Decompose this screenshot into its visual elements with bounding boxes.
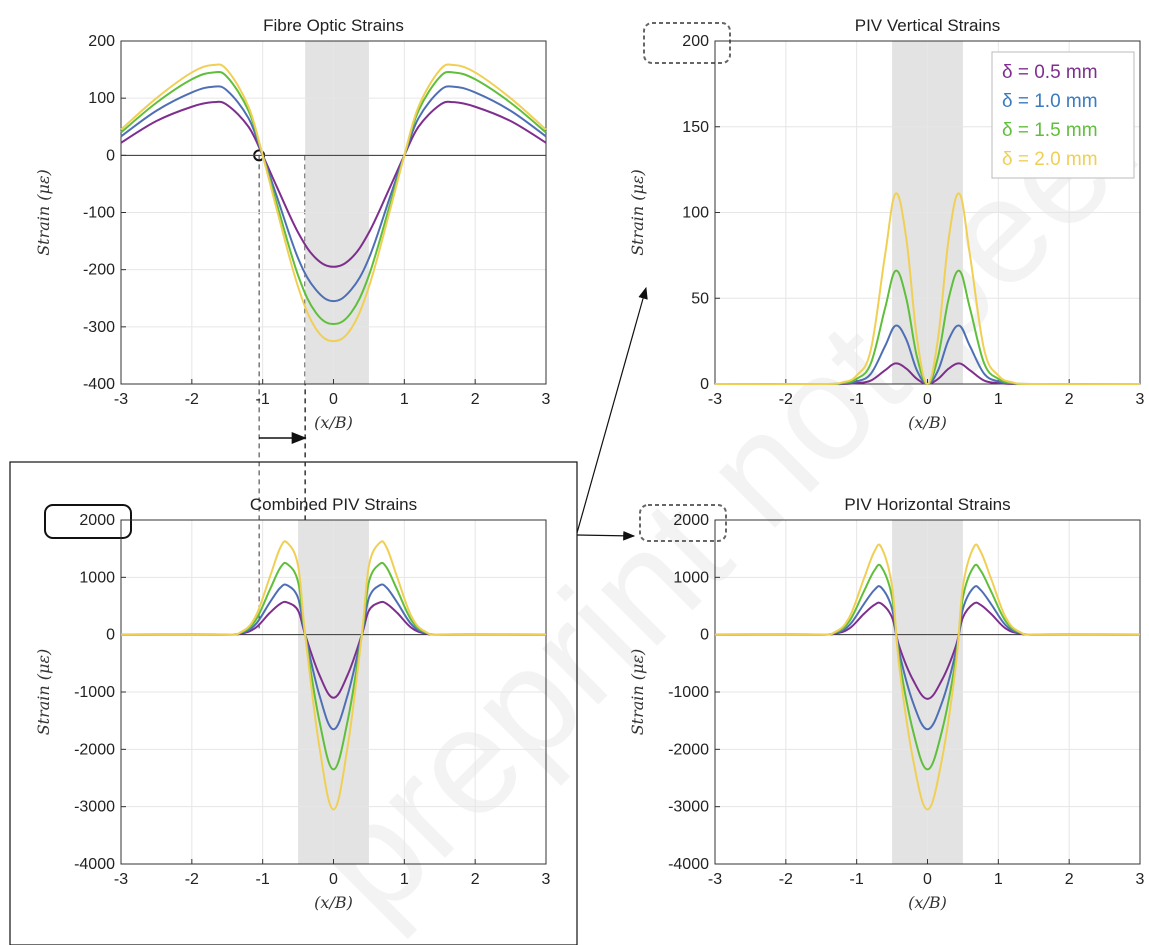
x-axis-label: (x/B): [908, 413, 947, 432]
y-tick-label: -4000: [668, 856, 709, 873]
y-tick-label: -100: [83, 205, 115, 222]
y-tick-label: -3000: [74, 799, 115, 816]
x-tick-label: -3: [114, 871, 128, 888]
x-tick-label: -1: [850, 871, 864, 888]
y-tick-label: -400: [83, 376, 115, 393]
y-tick-label: 0: [700, 627, 709, 644]
x-tick-label: 1: [400, 391, 409, 408]
legend-entry: δ = 1.0 mm: [1002, 91, 1098, 112]
y-tick-label: 150: [682, 119, 709, 136]
y-tick-label: 100: [682, 205, 709, 222]
x-tick-label: -3: [708, 391, 722, 408]
chart-title: Combined PIV Strains: [250, 495, 417, 514]
y-tick-label: 2000: [673, 512, 709, 529]
y-axis-label: Strain (με): [628, 169, 647, 256]
y-tick-label: -2000: [74, 741, 115, 758]
x-tick-label: 1: [994, 391, 1003, 408]
y-tick-label: 0: [700, 376, 709, 393]
x-tick-label: 0: [329, 871, 338, 888]
x-tick-label: 3: [542, 871, 551, 888]
x-tick-label: 0: [329, 391, 338, 408]
y-tick-label: 0: [106, 627, 115, 644]
y-tick-label: -300: [83, 319, 115, 336]
y-tick-label: -1000: [668, 684, 709, 701]
y-tick-label: 100: [88, 90, 115, 107]
legend-entry: δ = 2.0 mm: [1002, 149, 1098, 170]
x-tick-label: 3: [542, 391, 551, 408]
y-axis-label: Strain (με): [34, 169, 53, 256]
x-tick-label: -2: [779, 391, 793, 408]
x-tick-label: 3: [1136, 391, 1145, 408]
x-tick-label: -2: [185, 871, 199, 888]
x-axis-label: (x/B): [314, 893, 353, 912]
legend: δ = 0.5 mm δ = 1.0 mm δ = 1.5 mm δ = 2.0 mm: [992, 52, 1134, 178]
x-tick-label: -3: [114, 391, 128, 408]
y-tick-label: 1000: [673, 569, 709, 586]
y-tick-label: -3000: [668, 799, 709, 816]
x-axis-label: (x/B): [908, 893, 947, 912]
legend-entry: δ = 0.5 mm: [1002, 62, 1098, 83]
chart-title: PIV Vertical Strains: [855, 16, 1001, 35]
x-tick-label: 0: [923, 391, 932, 408]
x-tick-label: -3: [708, 871, 722, 888]
x-tick-label: 2: [471, 391, 480, 408]
x-tick-label: 1: [400, 871, 409, 888]
x-tick-label: -1: [256, 871, 270, 888]
x-tick-label: 3: [1136, 871, 1145, 888]
x-tick-label: 2: [471, 871, 480, 888]
y-tick-label: -4000: [74, 856, 115, 873]
legend-entry: δ = 1.5 mm: [1002, 120, 1098, 141]
x-tick-label: 0: [923, 871, 932, 888]
y-tick-label: 2000: [79, 512, 115, 529]
x-tick-label: -1: [256, 391, 270, 408]
y-axis-label: Strain (με): [628, 649, 647, 736]
y-tick-label: -2000: [668, 741, 709, 758]
y-tick-label: -200: [83, 262, 115, 279]
x-tick-label: -2: [185, 391, 199, 408]
x-tick-label: 2: [1065, 391, 1074, 408]
y-axis-label: Strain (με): [34, 649, 53, 736]
y-tick-label: 50: [691, 290, 709, 307]
x-tick-label: 2: [1065, 871, 1074, 888]
y-tick-label: 1000: [79, 569, 115, 586]
y-tick-label: 0: [106, 147, 115, 164]
y-tick-label: 200: [88, 33, 115, 50]
chart-title: PIV Horizontal Strains: [844, 495, 1010, 514]
x-tick-label: -2: [779, 871, 793, 888]
x-tick-label: 1: [994, 871, 1003, 888]
y-tick-label: 200: [682, 33, 709, 50]
chart-title: Fibre Optic Strains: [263, 16, 404, 35]
x-tick-label: -1: [850, 391, 864, 408]
x-axis-label: (x/B): [314, 413, 353, 432]
chart-fibre: -3 -2 -1 0 1 2 3 200 100 0 -100 -200 -300 -400 Fibre O…: [34, 16, 551, 432]
y-tick-label: -1000: [74, 684, 115, 701]
